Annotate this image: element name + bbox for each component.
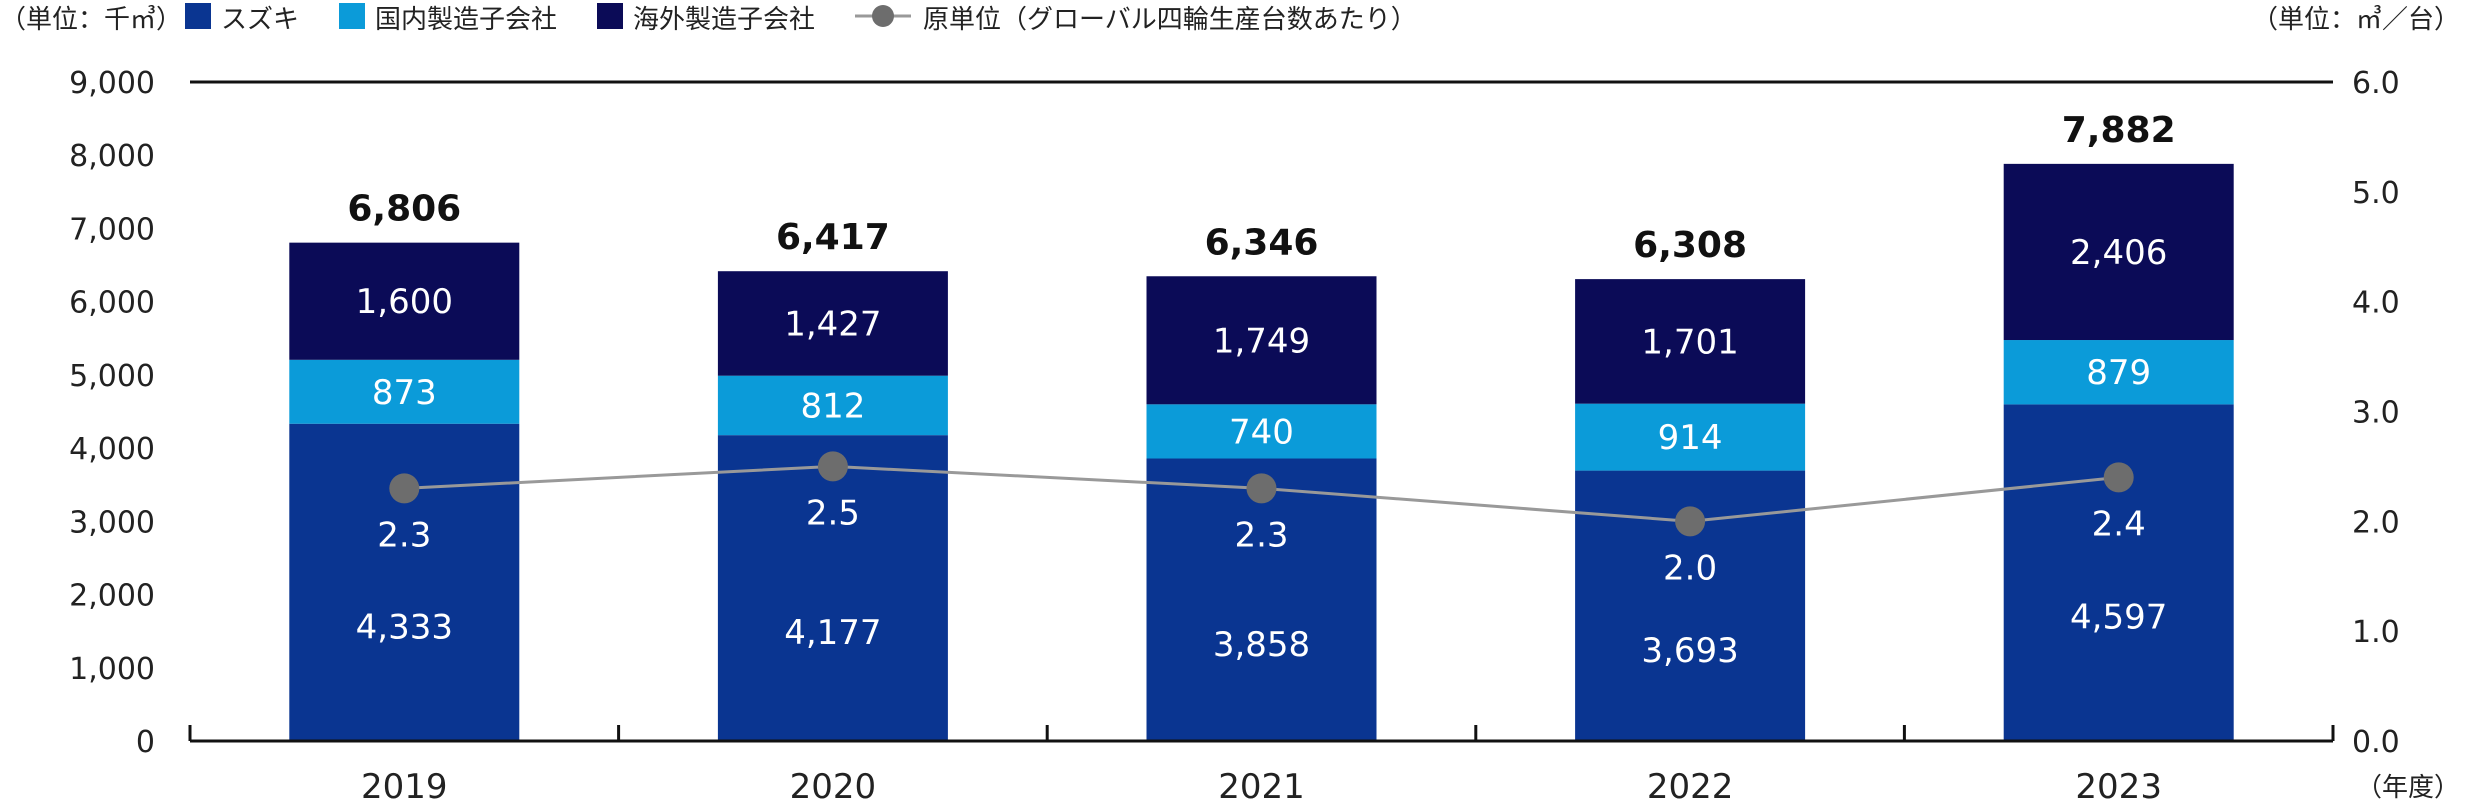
bar-value-label: 1,427 xyxy=(784,304,881,344)
bar-value-label: 3,858 xyxy=(1213,625,1310,665)
bar-value-label: 4,333 xyxy=(356,607,453,647)
x-tick-label: 2023 xyxy=(2075,767,2162,800)
bar-total-label: 7,882 xyxy=(2062,110,2176,151)
bar-value-label: 2,406 xyxy=(2070,233,2167,273)
y2-tick-label: 4.0 xyxy=(2352,286,2400,321)
bar-segment xyxy=(289,242,520,360)
y-tick-label: 3,000 xyxy=(69,505,155,540)
bar-total-label: 6,417 xyxy=(776,217,890,258)
bar-segment xyxy=(717,435,948,741)
bar-segment xyxy=(289,423,520,741)
x-tick-label: 2022 xyxy=(1647,767,1734,800)
bar-segment xyxy=(1146,404,1377,459)
bar-segment xyxy=(1146,276,1377,405)
legend-line-marker xyxy=(872,5,894,27)
y-tick-label: 9,000 xyxy=(69,66,155,101)
y-tick-label: 0 xyxy=(136,725,155,760)
y2-tick-label: 5.0 xyxy=(2352,176,2400,211)
legend-swatch xyxy=(339,3,365,29)
legend-label: 国内製造子会社 xyxy=(375,5,557,35)
bar-segment xyxy=(1575,279,1806,404)
unit-line-value-label: 2.3 xyxy=(377,515,431,555)
right-axis-unit-label: （単位：㎥／台） xyxy=(2252,5,2460,35)
legend-label: スズキ xyxy=(221,5,299,35)
bar-value-label: 4,177 xyxy=(784,613,881,653)
bar-segment xyxy=(717,375,948,436)
unit-line-value-label: 2.4 xyxy=(2092,504,2146,544)
bar-segment xyxy=(2003,163,2234,341)
bar-value-label: 1,600 xyxy=(356,282,453,322)
bar-segment xyxy=(1575,403,1806,471)
bar-segment xyxy=(1146,458,1377,741)
unit-line-value-label: 2.3 xyxy=(1234,515,1288,555)
unit-line-value-label: 2.5 xyxy=(806,493,860,533)
legend-swatch xyxy=(185,3,211,29)
unit-line-marker xyxy=(1675,506,1706,537)
bar-total-label: 6,308 xyxy=(1633,225,1747,266)
y2-tick-label: 6.0 xyxy=(2352,66,2400,101)
bar-value-label: 3,693 xyxy=(1641,631,1738,671)
y2-tick-label: 0.0 xyxy=(2352,725,2400,760)
y-tick-label: 6,000 xyxy=(69,286,155,321)
bar-segment xyxy=(2003,404,2234,741)
x-axis-unit-label: （年度） xyxy=(2356,773,2460,800)
bar-total-label: 6,806 xyxy=(347,189,461,230)
unit-line-marker xyxy=(2103,462,2134,493)
unit-line-marker xyxy=(1246,473,1277,504)
x-tick-label: 2021 xyxy=(1218,767,1305,800)
bar-value-label: 4,597 xyxy=(2070,598,2167,638)
y2-tick-label: 1.0 xyxy=(2352,615,2400,650)
y-tick-label: 7,000 xyxy=(69,212,155,247)
y2-tick-label: 2.0 xyxy=(2352,505,2400,540)
legend-label: 原単位（グローバル四輪生産台数あたり） xyxy=(923,5,1417,35)
bar-value-label: 812 xyxy=(800,386,865,426)
bar-value-label: 740 xyxy=(1229,412,1294,452)
x-tick-label: 2020 xyxy=(790,767,877,800)
bar-total-label: 6,346 xyxy=(1205,222,1319,263)
unit-line-marker xyxy=(389,473,420,504)
bar-value-label: 873 xyxy=(372,373,437,413)
bar-value-label: 879 xyxy=(2086,353,2151,393)
x-tick-label: 2019 xyxy=(361,767,448,800)
bar-segment xyxy=(717,271,948,376)
unit-line-marker xyxy=(817,451,848,482)
legend-swatch xyxy=(597,3,623,29)
bar-value-label: 914 xyxy=(1658,418,1723,458)
bar-value-label: 1,701 xyxy=(1641,322,1738,362)
y-tick-label: 1,000 xyxy=(69,652,155,687)
y-tick-label: 5,000 xyxy=(69,359,155,394)
y-tick-label: 8,000 xyxy=(69,139,155,174)
bar-segment xyxy=(2003,340,2234,405)
left-axis-unit-label: （単位：千㎥） xyxy=(0,5,182,35)
y-tick-label: 4,000 xyxy=(69,432,155,467)
bar-segment xyxy=(289,359,520,424)
unit-line-value-label: 2.0 xyxy=(1663,548,1717,588)
legend-label: 海外製造子会社 xyxy=(633,5,815,35)
y-tick-label: 2,000 xyxy=(69,579,155,614)
y2-tick-label: 3.0 xyxy=(2352,396,2400,431)
bar-value-label: 1,749 xyxy=(1213,321,1310,361)
